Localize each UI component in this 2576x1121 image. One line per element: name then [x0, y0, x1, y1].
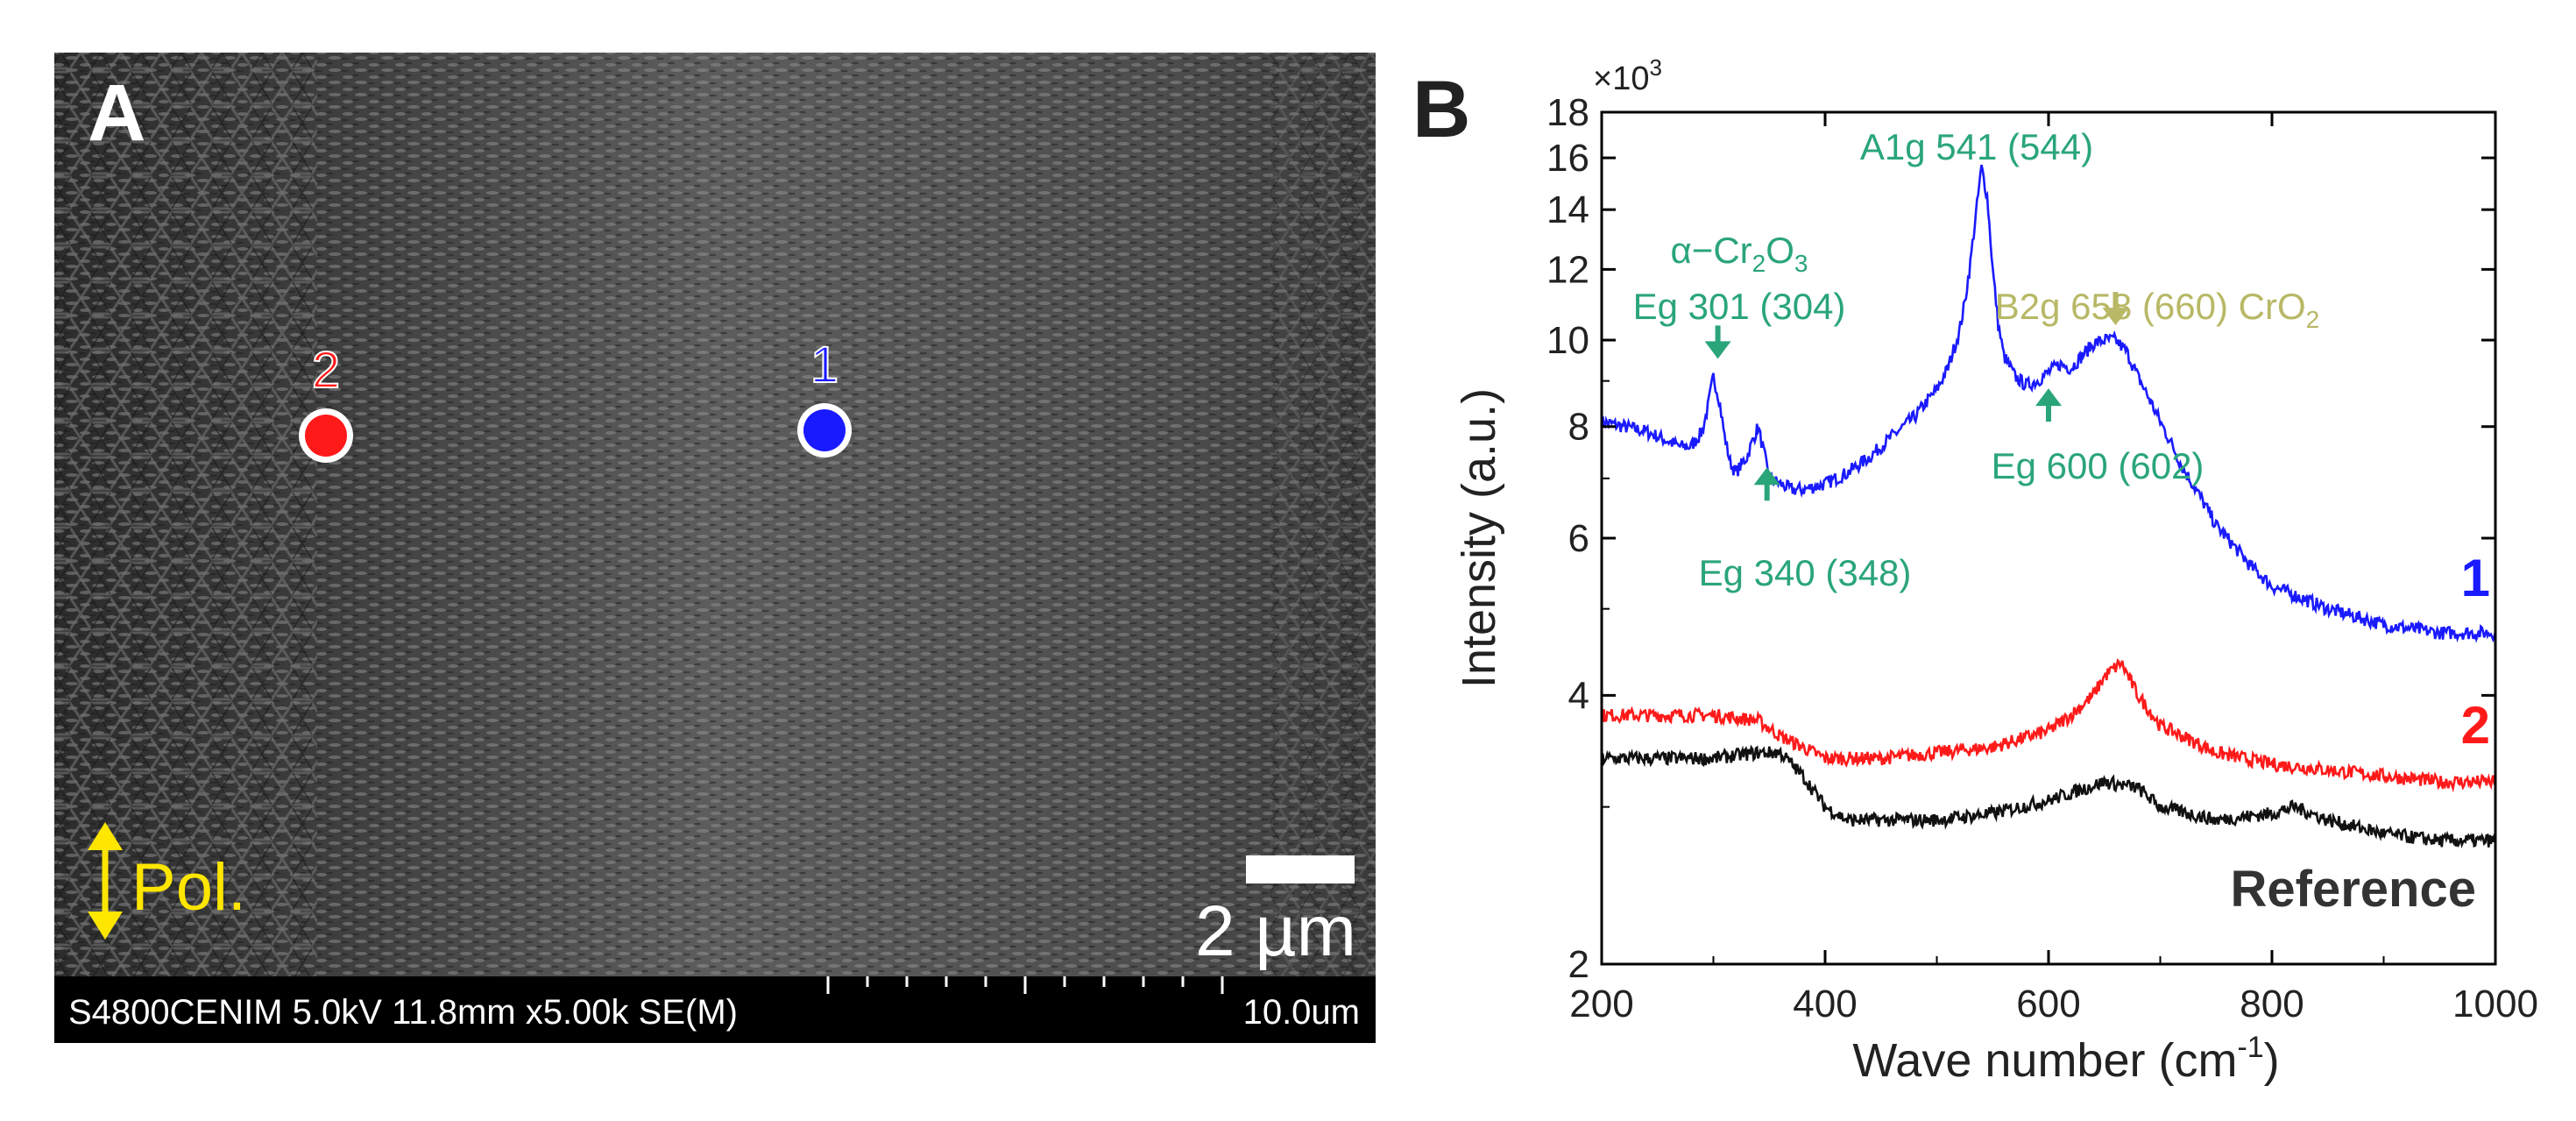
scale-bar-label: 2 µm — [1195, 891, 1356, 971]
scale-bar-line — [1246, 855, 1355, 883]
y-tick-label: 4 — [1568, 674, 1589, 717]
series-label-1: 1 — [2461, 549, 2490, 607]
sem-texture-cells-left — [54, 53, 317, 976]
peak-annotation-4: Eg 340 (348) — [1699, 552, 1912, 593]
peak-annotation-3: B2g 658 (660) CrO2 — [1995, 286, 2319, 333]
measurement-marker-2[interactable]: 2 — [299, 341, 353, 463]
marker-2-label: 2 — [312, 342, 340, 399]
y-tick-label: 6 — [1568, 517, 1589, 560]
panel-b-label: B — [1412, 65, 1470, 154]
peak-arrow-head — [1704, 341, 1731, 359]
series-line-reference — [1600, 744, 2497, 849]
sem-info-bar: S4800CENIM 5.0kV 11.8mm x5.00k SE(M) 10.… — [54, 976, 1376, 1043]
series-lines: 1 2 Reference — [1600, 164, 2497, 918]
peak-annotations: α−Cr2O3 Eg 301 (304) A1g 541 (544) B2g 658 … — [1633, 126, 2320, 593]
sem-texture-cells-right — [1270, 53, 1376, 976]
panel-a-label: A — [88, 68, 145, 158]
x-tick-label: 600 — [2016, 983, 2080, 1025]
scale-bar: 2 µm — [1195, 855, 1356, 971]
series-label-2: 2 — [2461, 696, 2490, 755]
x-axis-label: Wave number (cm-1) — [1852, 1031, 2279, 1087]
peak-annotation-2: A1g 541 (544) — [1860, 126, 2093, 167]
y-tick-label: 12 — [1546, 248, 1589, 291]
y-tick-label: 18 — [1546, 91, 1589, 134]
peak-arrow-head — [2102, 308, 2129, 326]
y-tick-label: 10 — [1546, 319, 1589, 362]
y-axis-label: Intensity (a.u.) — [1453, 388, 1505, 688]
polarization-label: Pol. — [131, 850, 246, 925]
y-tick-label: 8 — [1568, 406, 1589, 449]
measurement-marker-1[interactable]: 1 — [797, 336, 852, 458]
sem-info-right: 10.0um — [1243, 993, 1360, 1032]
y-tick-label: 14 — [1546, 188, 1589, 231]
marker-1-label: 1 — [810, 337, 839, 394]
y-tick-label: 2 — [1568, 943, 1589, 986]
info-bar-ticks — [826, 976, 1224, 994]
y-multiplier: ×103 — [1593, 54, 1662, 97]
series-label-reference: Reference — [2231, 861, 2476, 918]
y-tick-label: 16 — [1546, 137, 1589, 180]
series-line-1 — [1600, 164, 2497, 643]
polarization-indicator: Pol. — [88, 822, 246, 940]
peak-arrow-head — [1753, 467, 1780, 486]
x-tick-label: 800 — [2240, 983, 2304, 1025]
peak-annotation-1: Eg 301 (304) — [1633, 286, 1846, 327]
marker-1-dot — [803, 409, 846, 451]
peak-annotation-0: α−Cr2O3 — [1671, 230, 1808, 277]
sem-image-panel: A 2 1 Pol. 2 µm S4800CENIM 5.0kV 11.8mm … — [54, 53, 1376, 1043]
marker-2-dot — [305, 415, 347, 457]
x-tick-label: 1000 — [2452, 983, 2538, 1025]
x-tick-label: 400 — [1793, 983, 1857, 1025]
peak-annotation-5: Eg 600 (602) — [1992, 445, 2204, 486]
sem-info-left: S4800CENIM 5.0kV 11.8mm x5.00k SE(M) — [68, 993, 738, 1032]
x-tick-label: 200 — [1569, 983, 1633, 1025]
series-line-2 — [1600, 658, 2496, 793]
peak-arrow-head — [2035, 388, 2062, 407]
